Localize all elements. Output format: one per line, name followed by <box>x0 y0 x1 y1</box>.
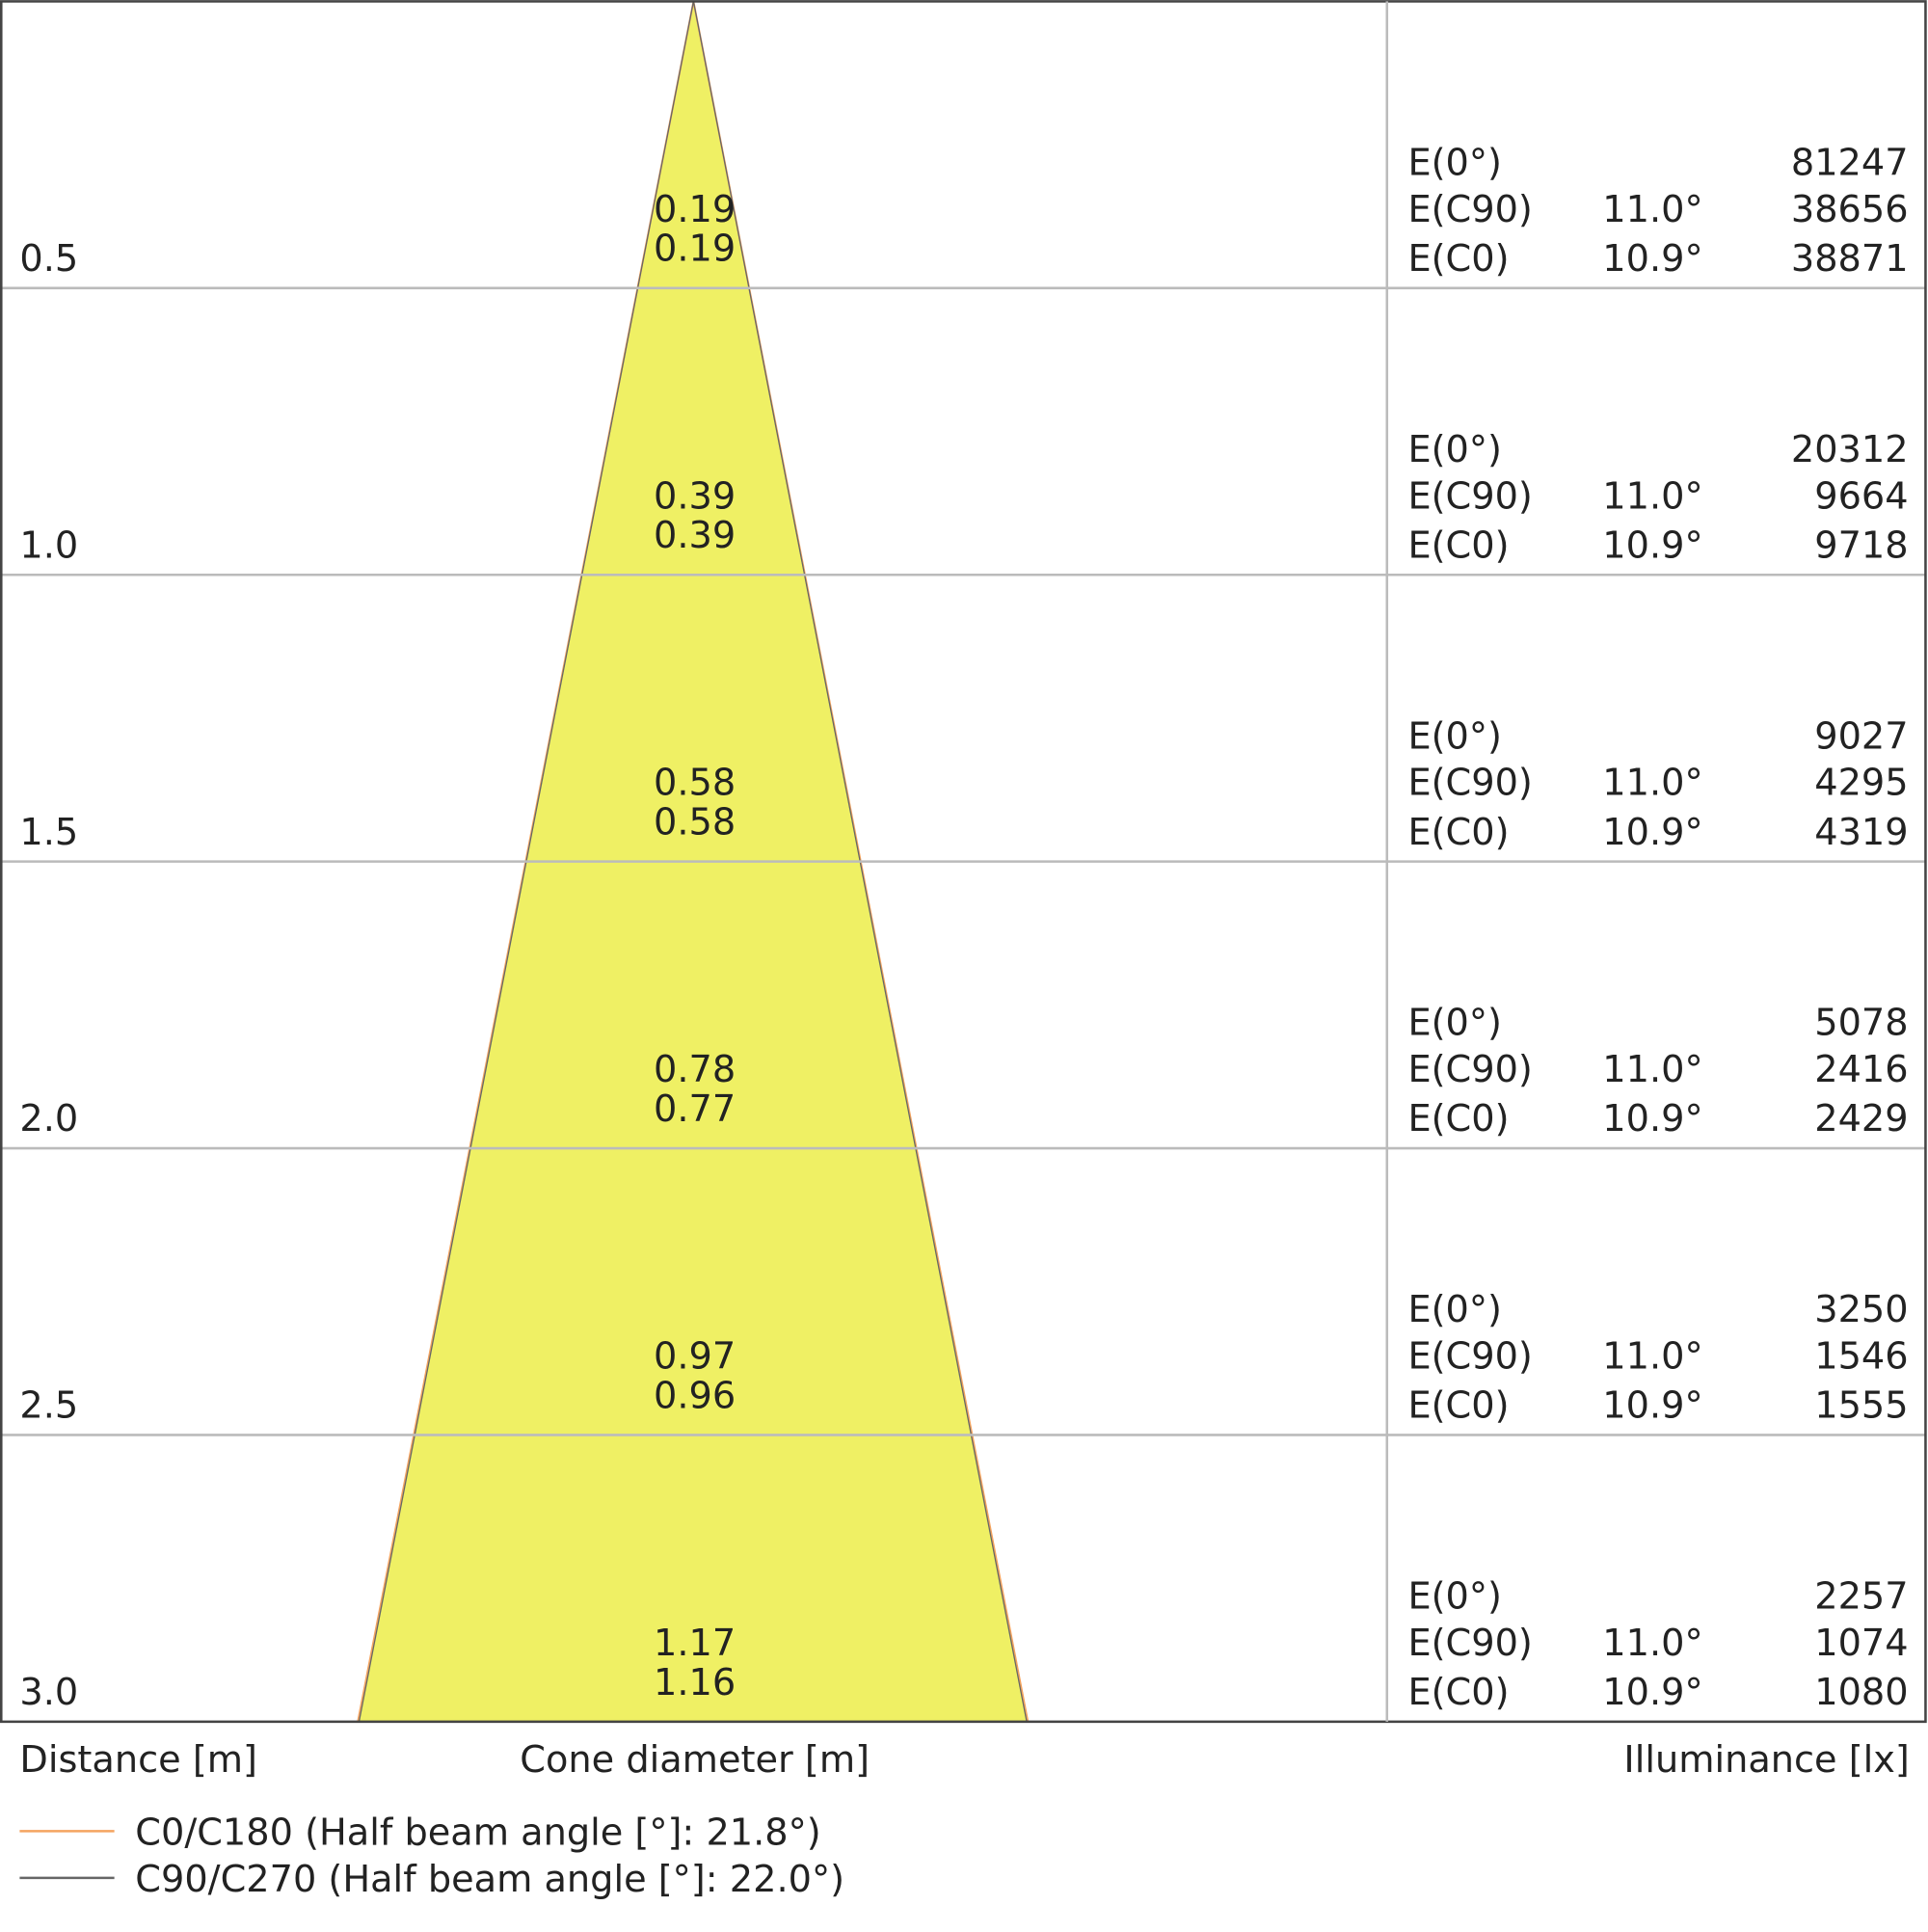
illum-label: E(C0) <box>1407 237 1509 281</box>
cone-diameter: 0.96 <box>654 1374 736 1417</box>
illum-angle: 10.9° <box>1602 523 1702 567</box>
cone-diameter: 0.97 <box>654 1335 736 1379</box>
legend: C0/C180 (Half beam angle [°]: 21.8°)C90/… <box>19 1811 844 1901</box>
illum-value: 2257 <box>1814 1575 1908 1619</box>
grid <box>1 286 1926 1436</box>
illum-value: 81247 <box>1791 141 1909 184</box>
illum-label: E(C0) <box>1407 1097 1509 1140</box>
legend-label: C0/C180 (Half beam angle [°]: 21.8°) <box>135 1811 820 1854</box>
axis-label: Distance [m] <box>19 1738 257 1782</box>
illum-angle: 10.9° <box>1602 237 1702 281</box>
rows: 0.5 0.190.19 E(0°) 81247 E(C90) 11.0° 38656 E(C… <box>19 141 1908 1714</box>
illum-label: E(C90) <box>1407 474 1532 518</box>
distance: 2.5 <box>19 1384 78 1428</box>
illum-value: 1080 <box>1814 1671 1908 1714</box>
illum-value: 4319 <box>1814 811 1908 854</box>
illum-angle: 10.9° <box>1602 811 1702 854</box>
illum-angle: 11.0° <box>1602 474 1702 518</box>
illum-label: E(C90) <box>1407 1622 1532 1665</box>
illum-label: E(0°) <box>1407 141 1501 184</box>
cone-diameter: 0.58 <box>654 801 736 845</box>
illum-value: 20312 <box>1791 428 1909 471</box>
distance: 1.5 <box>19 811 78 854</box>
illum-angle: 11.0° <box>1602 188 1702 231</box>
illum-angle: 11.0° <box>1602 762 1702 805</box>
illum-label: E(0°) <box>1407 428 1501 471</box>
illum-value: 1546 <box>1814 1335 1908 1379</box>
distance: 3.0 <box>19 1671 78 1714</box>
illum-label: E(0°) <box>1407 1575 1501 1619</box>
illum-angle: 11.0° <box>1602 1335 1702 1379</box>
illum-value: 4295 <box>1814 762 1908 805</box>
illum-label: E(C90) <box>1407 188 1532 231</box>
cone-diameter: 0.78 <box>654 1048 736 1091</box>
frame <box>0 0 1927 1724</box>
illum-label: E(C90) <box>1407 1335 1532 1379</box>
illum-value: 9718 <box>1814 523 1908 567</box>
illum-value: 2416 <box>1814 1048 1908 1091</box>
illum-value: 2429 <box>1814 1097 1908 1140</box>
illum-value: 1555 <box>1814 1384 1908 1428</box>
distance: 0.5 <box>19 237 78 281</box>
illum-label: E(0°) <box>1407 1002 1501 1045</box>
illum-value: 38871 <box>1791 237 1909 281</box>
illum-label: E(C0) <box>1407 523 1509 567</box>
legend-label: C90/C270 (Half beam angle [°]: 22.0°) <box>135 1858 844 1901</box>
cone-diameter: 0.39 <box>654 514 736 557</box>
illum-value: 5078 <box>1814 1002 1908 1045</box>
illum-label: E(0°) <box>1407 1288 1501 1331</box>
distance: 2.0 <box>19 1097 78 1140</box>
illum-label: E(C90) <box>1407 1048 1532 1091</box>
illum-label: E(C0) <box>1407 811 1509 854</box>
cone-diameter: 0.19 <box>654 188 736 231</box>
illum-label: E(C0) <box>1407 1671 1509 1714</box>
illum-angle: 10.9° <box>1602 1671 1702 1714</box>
cone-diameter: 1.16 <box>654 1661 736 1704</box>
cone-diameter: 0.39 <box>654 474 736 518</box>
distance: 1.0 <box>19 523 78 567</box>
cone-diameter: 0.58 <box>654 762 736 805</box>
cone-diameter: 0.19 <box>654 228 736 271</box>
illum-angle: 10.9° <box>1602 1097 1702 1140</box>
illum-angle: 10.9° <box>1602 1384 1702 1428</box>
illum-value: 38656 <box>1791 188 1909 231</box>
axis-label: Illuminance [lx] <box>1623 1738 1909 1782</box>
axis-label: Cone diameter [m] <box>520 1738 870 1782</box>
illum-angle: 11.0° <box>1602 1622 1702 1665</box>
cone-diameter: 1.17 <box>654 1622 736 1665</box>
illum-label: E(C90) <box>1407 762 1532 805</box>
illum-label: E(C0) <box>1407 1384 1509 1428</box>
illum-value: 9027 <box>1814 714 1908 758</box>
illum-value: 1074 <box>1814 1622 1908 1665</box>
illum-label: E(0°) <box>1407 714 1501 758</box>
cone-diameter: 0.77 <box>654 1087 736 1131</box>
illum-value: 9664 <box>1814 474 1908 518</box>
illum-value: 3250 <box>1814 1288 1908 1331</box>
illum-angle: 11.0° <box>1602 1048 1702 1091</box>
